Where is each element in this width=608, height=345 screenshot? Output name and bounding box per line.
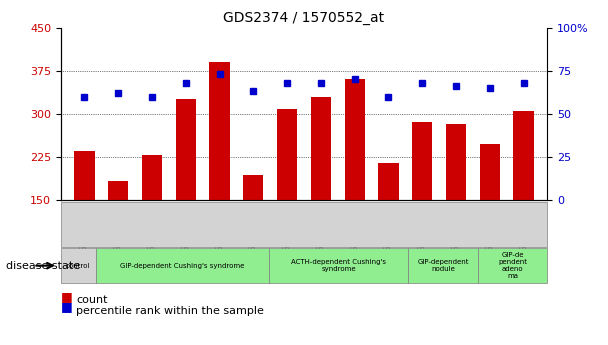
Text: ACTH-dependent Cushing's
syndrome: ACTH-dependent Cushing's syndrome <box>291 259 386 272</box>
Text: ■: ■ <box>61 290 72 303</box>
Bar <box>311 97 331 200</box>
Title: GDS2374 / 1570552_at: GDS2374 / 1570552_at <box>223 11 385 25</box>
Bar <box>74 151 95 200</box>
Bar <box>412 122 432 200</box>
Bar <box>446 124 466 200</box>
Text: GIP-dependent
nodule: GIP-dependent nodule <box>417 259 469 272</box>
Text: GIP-dependent Cushing's syndrome: GIP-dependent Cushing's syndrome <box>120 263 244 269</box>
Text: count: count <box>76 295 108 305</box>
Bar <box>142 155 162 200</box>
Text: GIP-de
pendent
adeno
ma: GIP-de pendent adeno ma <box>498 252 527 279</box>
Bar <box>513 111 534 200</box>
Bar <box>243 175 263 200</box>
Bar <box>345 79 365 200</box>
Bar <box>108 181 128 200</box>
Text: control: control <box>66 263 91 269</box>
Bar <box>277 109 297 200</box>
Text: percentile rank within the sample: percentile rank within the sample <box>76 306 264 315</box>
Bar <box>480 144 500 200</box>
Text: disease state: disease state <box>6 261 80 270</box>
Bar <box>378 163 399 200</box>
Text: ■: ■ <box>61 300 72 314</box>
Bar <box>209 62 230 200</box>
Bar <box>176 99 196 200</box>
